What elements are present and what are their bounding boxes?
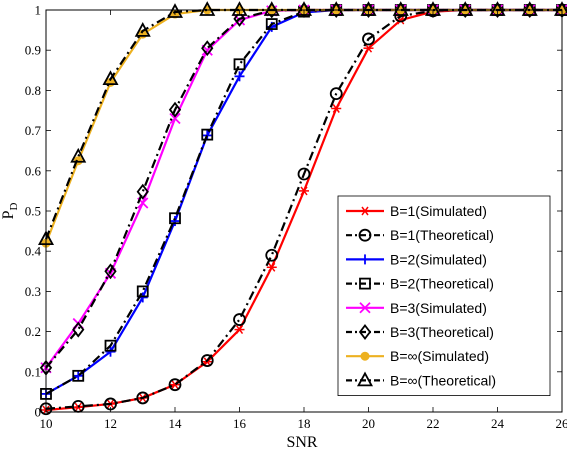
data-point-triangle xyxy=(134,22,151,37)
y-tick-label: 0.5 xyxy=(25,204,41,219)
y-tick-label: 0.2 xyxy=(25,324,41,339)
data-point-diamond xyxy=(72,321,85,338)
x-axis-label: SNR xyxy=(286,434,317,451)
data-point-square xyxy=(104,339,117,352)
data-point-plus xyxy=(234,71,245,82)
legend-label: B=2(Simulated) xyxy=(390,251,487,267)
legend-marker-asterisk xyxy=(360,206,370,216)
legend-box xyxy=(337,195,551,397)
y-tick-label: 0.9 xyxy=(25,43,41,58)
x-tick-label: 20 xyxy=(362,416,375,431)
data-point-asterisk xyxy=(363,43,374,53)
data-point-diamond xyxy=(136,183,149,200)
data-point-triangle xyxy=(457,1,474,16)
x-tick-label: 24 xyxy=(491,416,505,431)
y-tick-label: 0.3 xyxy=(25,284,41,299)
x-tick-label: 18 xyxy=(298,416,311,431)
legend-marker-dot xyxy=(360,351,370,361)
legend-entry: B=1(Theoretical) xyxy=(346,227,494,243)
data-point-square xyxy=(136,285,149,298)
y-tick-label: 1 xyxy=(35,3,42,18)
data-point-plus xyxy=(105,346,116,357)
data-point-diamond xyxy=(201,40,214,57)
data-point-circle xyxy=(362,32,375,46)
legend-label: B=1(Theoretical) xyxy=(390,227,494,243)
data-point-triangle xyxy=(199,1,216,16)
data-point-cross xyxy=(169,112,181,125)
data-point-asterisk xyxy=(331,104,342,113)
x-tick-label: 26 xyxy=(556,416,567,431)
legend-entry: B=2(Theoretical) xyxy=(346,276,494,292)
legend-marker-circle xyxy=(358,228,372,242)
data-point-circle xyxy=(265,248,279,262)
y-tick-label: 0.6 xyxy=(25,163,42,178)
legend-label: B=3(Theoretical) xyxy=(390,324,494,340)
legend-entry: B=1(Simulated) xyxy=(346,203,487,219)
y-tick-label: 0.8 xyxy=(25,83,41,98)
data-point-asterisk xyxy=(299,186,309,196)
y-axis-label-subscript: D xyxy=(8,203,20,211)
data-point-square xyxy=(72,369,85,382)
legend-marker-plus xyxy=(360,254,370,265)
y-tick-label: 0 xyxy=(35,405,42,420)
x-tick-label: 14 xyxy=(169,416,183,431)
data-point-square xyxy=(265,18,278,30)
legend-entry: B=∞(Theoretical) xyxy=(346,371,496,388)
data-point-triangle xyxy=(263,1,280,16)
data-point-triangle xyxy=(521,1,538,16)
x-tick-label: 22 xyxy=(427,416,440,431)
data-point-triangle xyxy=(102,70,119,86)
series-line xyxy=(44,8,562,240)
x-tick-label: 12 xyxy=(104,416,117,431)
legend-label: B=1(Simulated) xyxy=(390,203,487,219)
legend-entry: B=∞(Simulated) xyxy=(346,348,489,364)
data-point-triangle xyxy=(392,1,409,16)
data-point-diamond xyxy=(168,101,182,118)
legend-entry: B=3(Simulated) xyxy=(346,300,487,316)
legend-label: B=∞(Theoretical) xyxy=(390,372,496,388)
y-axis-label: PD xyxy=(0,203,20,220)
data-point-diamond xyxy=(233,10,246,27)
y-axis-label-main: P xyxy=(0,210,17,219)
data-point-square xyxy=(233,58,246,71)
svg-text:PD: PD xyxy=(0,203,20,220)
data-point-triangle xyxy=(70,147,87,163)
data-point-triangle xyxy=(166,3,184,18)
legend-entry: B=3(Theoretical) xyxy=(346,324,494,340)
data-point-circle xyxy=(200,354,214,367)
legend-label: B=3(Simulated) xyxy=(390,300,487,316)
legend-label: B=∞(Simulated) xyxy=(390,348,489,364)
y-tick-label: 0.4 xyxy=(25,244,42,259)
legend-marker-diamond xyxy=(358,324,372,340)
x-tick-label: 10 xyxy=(40,416,53,431)
data-point-asterisk xyxy=(266,262,277,272)
data-point-circle xyxy=(168,378,182,392)
legend-entry: B=2(Simulated) xyxy=(346,251,487,267)
ticks-layer: 10 12 14 16 18 20 22 24 26 0 0.1 0.2 0.3 0.4 0.5 0.6 0.7… xyxy=(25,3,567,432)
x-tick-label: 16 xyxy=(233,416,247,431)
data-point-circle xyxy=(233,313,246,326)
legend-marker-cross xyxy=(359,302,371,314)
data-point-square xyxy=(169,212,181,225)
y-tick-label: 0.7 xyxy=(25,123,42,138)
legend: B=1(Simulated) B=1(Theoretical) B=2(Simula… xyxy=(337,195,551,397)
legend-marker-square xyxy=(359,277,371,290)
data-point-circle xyxy=(297,167,311,181)
legend-marker-triangle xyxy=(356,371,374,387)
data-point-asterisk xyxy=(234,325,245,335)
data-point-circle xyxy=(136,391,150,405)
data-point-plus xyxy=(170,216,180,227)
y-tick-label: 0.1 xyxy=(25,364,41,379)
data-point-diamond xyxy=(104,263,117,280)
legend-label: B=2(Theoretical) xyxy=(390,276,494,292)
data-point-square xyxy=(201,128,214,141)
data-point-plus xyxy=(73,370,84,381)
data-point-triangle xyxy=(328,1,345,16)
data-point-circle xyxy=(329,87,343,101)
